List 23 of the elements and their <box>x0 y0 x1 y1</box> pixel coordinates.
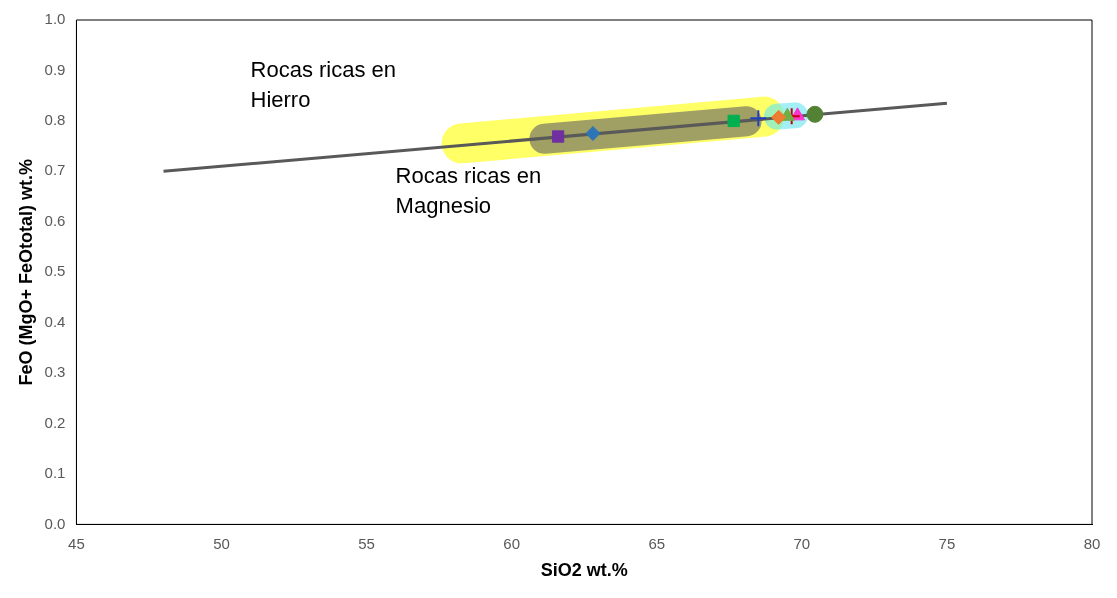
annotation: Rocas ricas en Hierro <box>250 56 398 115</box>
x-tick-label: 60 <box>503 534 521 552</box>
annotation: Rocas ricas en Magnesio <box>395 162 543 221</box>
y-tick-label: 0.3 <box>44 363 66 381</box>
x-tick-label: 45 <box>68 534 85 552</box>
y-tick-label: 0.0 <box>44 514 66 532</box>
x-tick-label: 70 <box>793 534 811 552</box>
x-tick-label: 55 <box>358 534 375 552</box>
y-tick-label: 0.5 <box>44 262 66 280</box>
y-tick-label: 0.4 <box>44 312 66 330</box>
y-tick-label: 0.2 <box>44 413 66 431</box>
x-tick-label: 65 <box>648 534 666 552</box>
y-tick-label: 0.7 <box>44 161 66 179</box>
x-axis-title: SiO2 wt.% <box>540 560 628 581</box>
y-tick-label: 1.0 <box>44 10 66 28</box>
x-tick-label: 80 <box>1083 534 1101 552</box>
y-tick-label: 0.9 <box>44 60 66 78</box>
y-tick-label: 0.8 <box>44 111 66 129</box>
y-axis-title: FeO (MgO+ FeOtotal) wt.% <box>15 158 36 386</box>
x-tick-label: 50 <box>213 534 230 552</box>
y-tick-label: 0.6 <box>44 211 66 229</box>
x-tick-label: 75 <box>938 534 956 552</box>
y-tick-label: 0.1 <box>44 464 66 482</box>
